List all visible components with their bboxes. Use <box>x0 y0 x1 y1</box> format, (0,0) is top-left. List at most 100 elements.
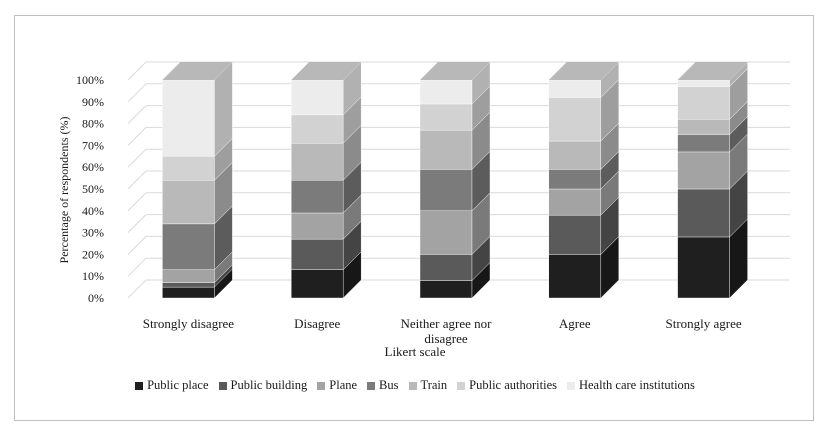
bar-stack <box>419 61 491 299</box>
bar-face <box>677 236 730 299</box>
legend-label: Public authorities <box>469 378 557 392</box>
legend-swatch <box>408 381 417 390</box>
bar-face <box>162 156 215 181</box>
bar-face <box>291 212 344 240</box>
gridline-diagonal <box>127 192 147 212</box>
gridline-diagonal <box>127 83 147 103</box>
bar-segment <box>419 150 491 212</box>
bar-face <box>677 119 730 135</box>
bar-face <box>548 188 601 216</box>
gridline-diagonal <box>127 257 147 277</box>
bar-face <box>291 238 344 270</box>
legend-item: Public building <box>218 378 308 393</box>
bar-face <box>677 86 730 120</box>
y-tick-label: 80% <box>82 117 104 131</box>
bar-top <box>420 62 490 80</box>
y-tick-label: 50% <box>82 182 104 196</box>
legend-label: Bus <box>379 378 399 392</box>
gridline-diagonal <box>127 127 147 146</box>
bar-face <box>419 280 473 299</box>
bar-face <box>419 210 473 255</box>
legend-swatch <box>457 381 466 390</box>
bar-top <box>291 62 362 80</box>
bar-face <box>291 114 344 144</box>
bar-face <box>291 79 344 116</box>
legend-item: Plane <box>317 378 357 393</box>
x-axis-ticks: Strongly disagree Disagree Neither agree n… <box>143 316 742 346</box>
bar-face <box>419 79 473 105</box>
bar-stack <box>548 61 619 299</box>
x-axis-label: Likert scale <box>385 344 446 359</box>
legend-label: Health care institutions <box>578 378 695 392</box>
bar-segment <box>291 220 362 271</box>
x-tick-label: Strongly disagree <box>143 316 235 331</box>
gridline-diagonal <box>127 279 147 299</box>
x-tick-label: Strongly agree <box>666 316 742 331</box>
y-tick-label: 40% <box>82 204 104 218</box>
y-tick-label: 10% <box>82 269 104 283</box>
bar-segment <box>162 137 233 181</box>
bar-segment <box>548 196 619 255</box>
bar-face <box>548 214 601 255</box>
y-tick-label: 60% <box>82 160 104 174</box>
bar-segment <box>162 161 233 225</box>
bar-face <box>419 103 473 131</box>
bar-segment <box>548 78 619 142</box>
bar-segment <box>677 68 748 120</box>
bar-face <box>162 269 215 283</box>
legend-swatch <box>317 381 326 390</box>
bar-segment <box>548 235 619 299</box>
bar-top <box>162 62 233 80</box>
x-tick-label: Agree <box>559 316 591 331</box>
bar-segment <box>548 150 619 190</box>
bar-face <box>548 169 601 190</box>
bar-face <box>291 143 344 181</box>
bar-segment <box>677 170 748 238</box>
y-axis-label: Percentage of respondents (%) <box>57 117 71 264</box>
bar-face <box>291 269 344 299</box>
bar-face <box>548 79 601 98</box>
bar-face <box>677 151 730 190</box>
bar-segment <box>677 100 748 135</box>
bar-segment <box>291 194 362 240</box>
bar-face <box>162 286 215 299</box>
x-tick-label: Disagree <box>294 316 340 331</box>
bar-segment <box>419 192 491 255</box>
legend: Public place Public building Plane Bus Train… <box>0 378 830 393</box>
bar-face <box>291 180 344 214</box>
legend-item: Public authorities <box>457 378 557 393</box>
bar-face <box>419 129 473 170</box>
y-tick-label: 100% <box>76 73 104 87</box>
bar-face <box>162 282 215 288</box>
y-tick-label: 70% <box>82 138 104 152</box>
gridline-diagonal <box>127 236 147 255</box>
bar-segment <box>419 61 491 105</box>
y-tick-label: 0% <box>88 291 104 305</box>
y-tick-label: 30% <box>82 226 104 240</box>
bar-face <box>162 79 215 157</box>
legend-label: Train <box>420 378 448 392</box>
bar-segment <box>291 124 362 181</box>
y-axis-ticks: 0% 10% 20% 30% 40% 50% 60% 70% 80% 90% 100% <box>76 73 104 305</box>
legend-label: Plane <box>329 378 358 392</box>
bar-stack <box>291 61 362 299</box>
bar-segment <box>162 61 233 157</box>
x-tick-label: disagree <box>424 331 468 346</box>
bar-face <box>419 254 473 281</box>
bar-face <box>548 97 601 142</box>
bar-segment <box>291 61 362 116</box>
y-tick-label: 20% <box>82 247 104 261</box>
bar-face <box>162 223 215 270</box>
gridline-diagonal <box>127 214 147 233</box>
legend-item: Public place <box>135 378 209 393</box>
bar-face <box>419 169 473 212</box>
bar-face <box>548 140 601 170</box>
bar-top <box>548 62 619 80</box>
bars <box>162 61 748 299</box>
bar-segment <box>291 161 362 214</box>
legend-item: Health care institutions <box>566 378 695 393</box>
legend-label: Public building <box>230 378 308 392</box>
bar-segment <box>291 96 362 144</box>
bar-segment <box>677 133 748 190</box>
